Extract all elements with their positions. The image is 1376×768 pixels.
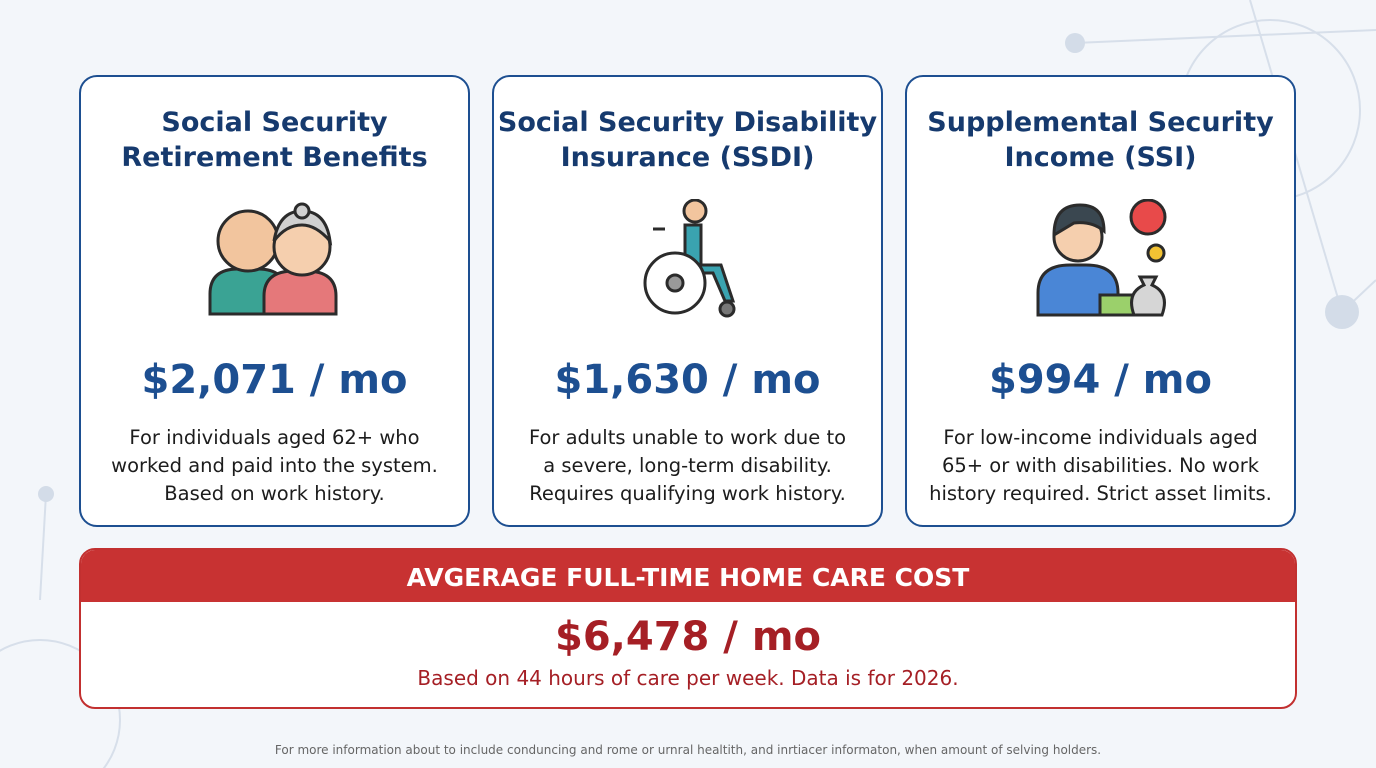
benefit-amount: $994 / mo <box>989 357 1212 403</box>
description-line: For low-income individuals aged <box>943 426 1258 449</box>
description-line: For adults unable to work due to <box>528 426 847 449</box>
footer-note: For more information about to include co… <box>274 743 1102 757</box>
title-line: Insurance (SSDI) <box>560 142 815 173</box>
benefit-amount: $2,071 / mo <box>141 357 408 403</box>
cost-banner: AVGERAGE FULL-TIME HOME CARE COST $6,478… <box>79 548 1297 709</box>
card-description: For low-income individuals aged 65+ or w… <box>907 424 1294 508</box>
wheelchair-icon <box>643 199 735 318</box>
benefit-amount: $1,630 / mo <box>554 357 821 403</box>
benefit-card: Social Security Retirement Benefits $2,0… <box>79 75 470 527</box>
benefit-card: Social Security Disability Insurance (SS… <box>492 75 883 527</box>
title-line: Supplemental Security <box>927 107 1274 138</box>
card-description: For adults unable to work due to a sever… <box>494 424 881 508</box>
description-line: For individuals aged 62+ who <box>129 426 420 449</box>
title-line: Retirement Benefits <box>121 142 428 173</box>
benefit-card: Supplemental Security Income (SSI) $994 … <box>905 75 1296 527</box>
seniors-icon <box>208 202 337 316</box>
description-line: Based on work history. <box>164 482 385 505</box>
card-title: Supplemental Security Income (SSI) <box>907 105 1294 175</box>
description-line: history required. Strict asset limits. <box>929 482 1272 505</box>
description-line: worked and paid into the system. <box>111 454 438 477</box>
title-line: Income (SSI) <box>1004 142 1197 173</box>
description-line: a severe, long-term disability. <box>543 454 832 477</box>
title-line: Social Security <box>161 107 388 138</box>
description-line: 65+ or with disabilities. No work <box>941 454 1260 477</box>
card-title: Social Security Disability Insurance (SS… <box>494 105 881 175</box>
description-line: Requires qualifying work history. <box>529 482 846 505</box>
card-description: For individuals aged 62+ who worked and … <box>81 424 468 508</box>
card-title: Social Security Retirement Benefits <box>81 105 468 175</box>
banner-amount: $6,478 / mo <box>555 614 821 660</box>
income-icon <box>1036 199 1166 317</box>
banner-heading: AVGERAGE FULL-TIME HOME CARE COST <box>81 550 1295 602</box>
banner-note: Based on 44 hours of care per week. Data… <box>417 666 959 690</box>
title-line: Social Security Disability <box>497 107 878 138</box>
